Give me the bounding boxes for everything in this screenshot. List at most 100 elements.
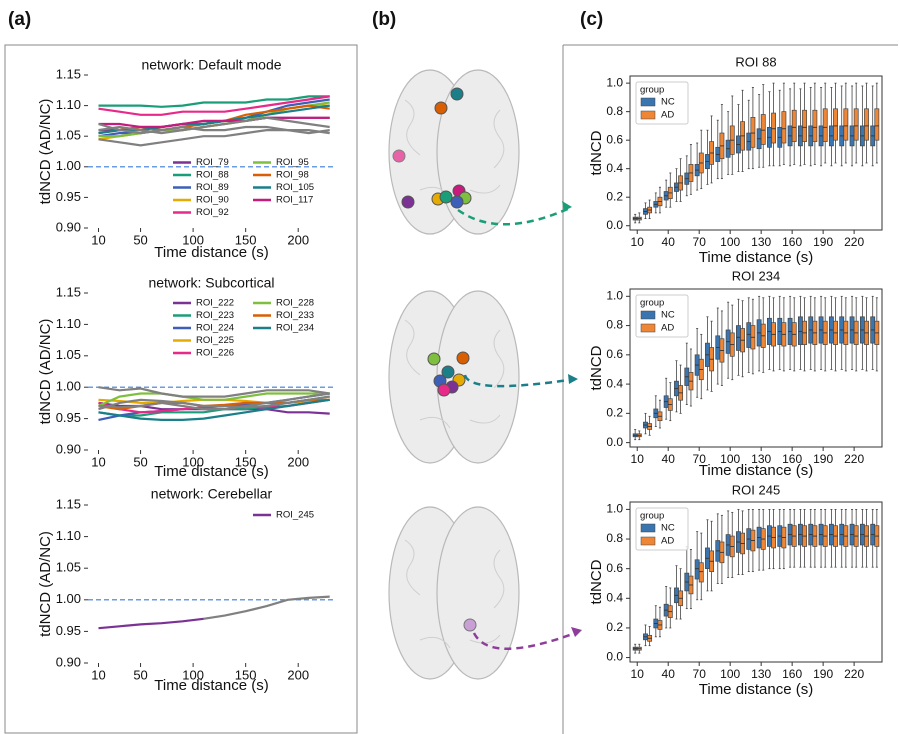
legend-swatch: [640, 323, 656, 333]
x-tick-label: 50: [133, 232, 147, 247]
box: [736, 325, 741, 351]
x-tick-label: 130: [751, 667, 771, 681]
series-line: [98, 129, 330, 147]
legend-swatch: [640, 310, 656, 320]
roi-sphere: [450, 87, 464, 101]
chart-title: ROI 88: [735, 54, 776, 69]
legend-label: ROI_98: [276, 170, 309, 181]
series-line: [98, 395, 330, 411]
chart-title: ROI 234: [732, 268, 780, 283]
box: [698, 562, 704, 583]
y-tick-label: 0.0: [606, 435, 623, 449]
chart-title: network: Cerebellar: [151, 486, 273, 502]
series-line: [98, 392, 330, 408]
plot-frame: [629, 75, 883, 231]
plot-frame: [629, 288, 883, 448]
y-tick-label: 1.05: [56, 560, 81, 575]
series-line: [98, 617, 204, 630]
panel-label: (a): [8, 9, 31, 30]
box: [802, 109, 807, 142]
legend-label: ROI_88: [196, 170, 229, 181]
legend-swatch: [640, 110, 656, 120]
box: [812, 109, 818, 142]
x-tick-label: 10: [631, 235, 645, 249]
x-tick-label: 190: [813, 667, 833, 681]
y-tick-label: 0.95: [56, 410, 81, 425]
series-line: [98, 398, 330, 421]
box: [746, 322, 752, 348]
panel-c-frame: [562, 44, 898, 734]
x-tick-label: 50: [133, 667, 147, 682]
x-tick-label: 150: [235, 667, 257, 682]
box: [760, 114, 766, 145]
series-line: [98, 116, 330, 129]
y-tick-label: 1.05: [56, 128, 81, 143]
legend-title: group: [640, 298, 664, 309]
chart-title: ROI 245: [732, 482, 780, 497]
box: [833, 108, 838, 141]
box: [864, 108, 869, 141]
y-tick-label: 1.00: [56, 591, 81, 606]
y-tick-label: 0.90: [56, 219, 81, 234]
hemisphere: [436, 69, 520, 235]
x-axis-label: Time distance (s): [699, 462, 813, 479]
x-tick-label: 100: [720, 235, 740, 249]
legend-label: AD: [661, 536, 674, 547]
roi-sphere: [427, 352, 441, 366]
x-axis-label: Time distance (s): [154, 244, 268, 261]
x-axis-label: Time distance (s): [699, 249, 813, 266]
x-tick-label: 220: [844, 452, 864, 466]
panel-a-frame: [4, 44, 358, 734]
sulci: [404, 99, 505, 199]
y-tick-label: 1.10: [56, 528, 81, 543]
y-tick-label: 0.6: [606, 561, 623, 575]
x-axis-label: Time distance (s): [154, 463, 268, 480]
legend-label: AD: [661, 110, 674, 121]
hemisphere: [436, 506, 520, 680]
y-axis-label: tdNCD (AD/NC): [37, 319, 54, 425]
roi-sphere: [434, 101, 448, 115]
box: [791, 109, 797, 142]
series-line: [203, 595, 330, 620]
x-tick-label: 100: [182, 667, 204, 682]
roi-sphere: [450, 195, 464, 209]
y-axis-label: tdNCD (AD/NC): [37, 99, 54, 205]
legend-label: ROI_224: [196, 323, 234, 334]
y-tick-label: 0.95: [56, 623, 81, 638]
brain-top: [388, 290, 578, 464]
x-tick-label: 220: [844, 667, 864, 681]
legend-label: AD: [661, 323, 674, 334]
y-tick-label: 1.10: [56, 97, 81, 112]
box: [822, 108, 828, 142]
sulci: [404, 539, 505, 649]
y-tick-label: 0.4: [606, 376, 623, 390]
y-tick-label: 1.0: [606, 75, 623, 89]
chart: ROI 245 Time distance (s) tdNCD 0.0 0.2 0.4 0.…: [588, 482, 883, 698]
x-tick-label: 130: [751, 452, 771, 466]
roi-sphere: [463, 618, 477, 632]
y-tick-label: 0.8: [606, 318, 623, 332]
legend-label: NC: [661, 523, 675, 534]
box: [750, 117, 756, 148]
arrow: [472, 630, 579, 650]
series-line: [98, 392, 330, 411]
x-tick-label: 70: [693, 452, 707, 466]
x-tick-label: 70: [693, 235, 707, 249]
x-tick-label: 160: [782, 235, 802, 249]
box: [853, 108, 859, 141]
chart-title: network: Default mode: [141, 57, 281, 73]
x-tick-label: 70: [693, 667, 707, 681]
y-tick-label: 0.6: [606, 347, 623, 361]
x-tick-label: 100: [182, 232, 204, 247]
legend-label: ROI_233: [276, 310, 314, 321]
legend-label: ROI_226: [196, 348, 234, 359]
y-tick-label: 0.90: [56, 441, 81, 456]
legend-label: ROI_95: [276, 157, 309, 168]
x-axis-label: Time distance (s): [699, 681, 813, 698]
legend-label: ROI_234: [276, 323, 314, 334]
chart-title: network: Subcortical: [148, 275, 274, 291]
x-tick-label: 160: [782, 452, 802, 466]
x-tick-label: 50: [133, 454, 147, 469]
y-tick-label: 1.15: [56, 66, 81, 81]
